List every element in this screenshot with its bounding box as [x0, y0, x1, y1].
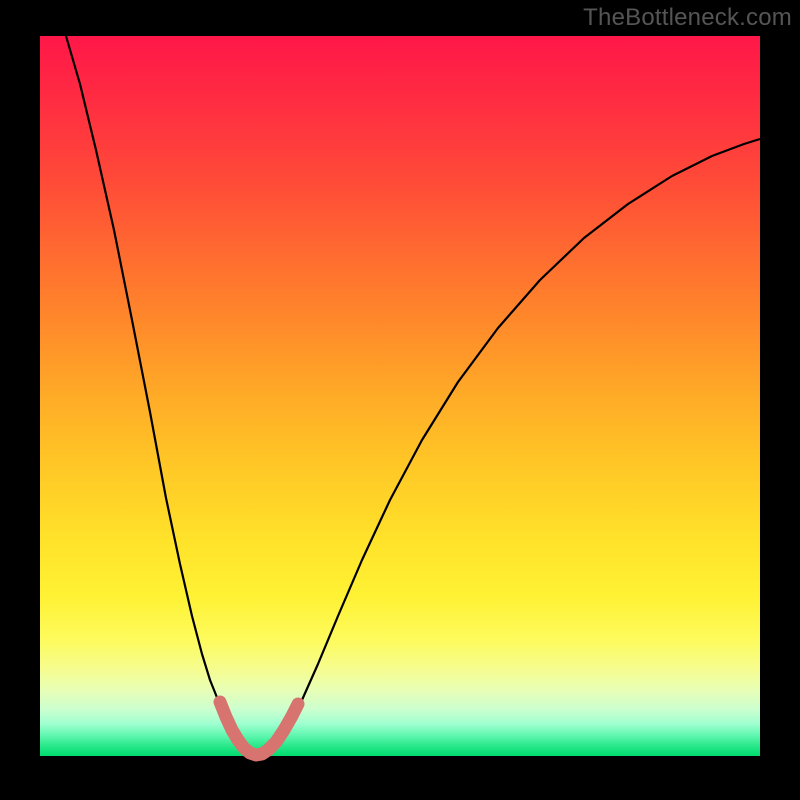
chart-container: TheBottleneck.com [0, 0, 800, 800]
watermark-text: TheBottleneck.com [583, 4, 792, 32]
plot-background [40, 36, 760, 756]
bottleneck-chart [0, 0, 800, 800]
